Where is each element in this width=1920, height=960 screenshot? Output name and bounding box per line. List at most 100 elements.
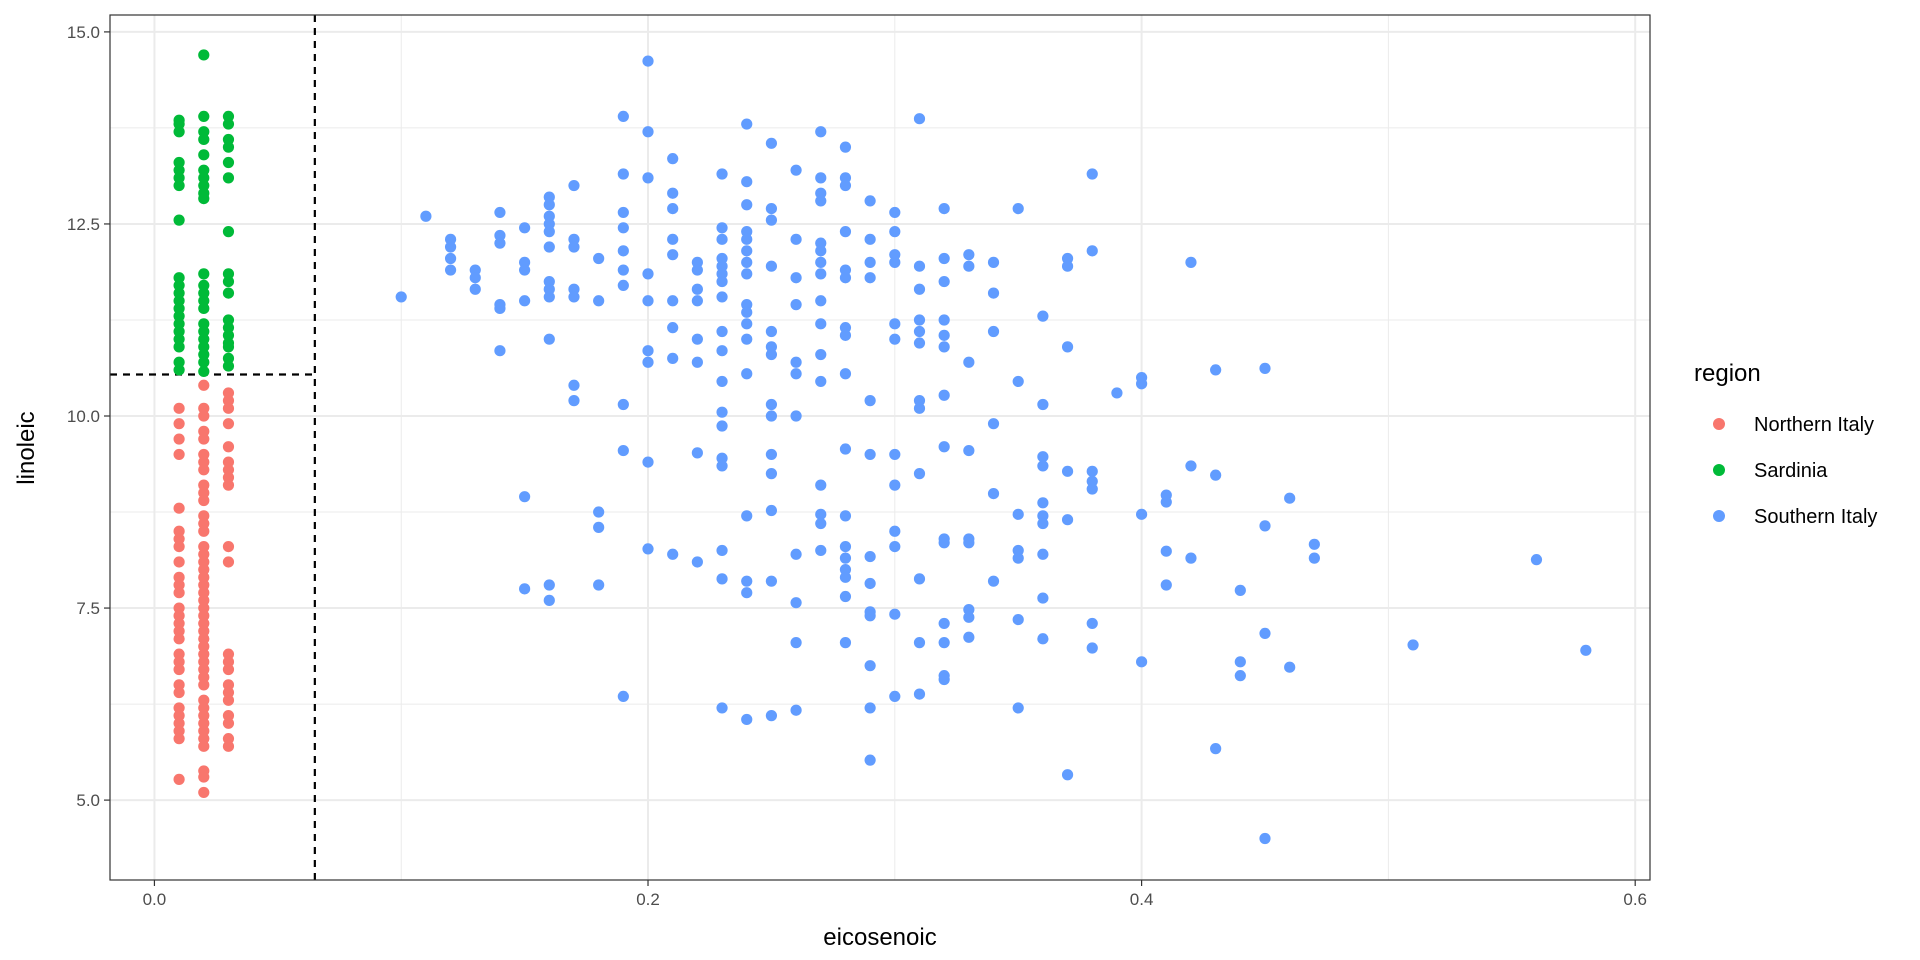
data-point-southern-italy xyxy=(691,264,703,276)
data-point-southern-italy xyxy=(765,348,778,361)
data-point-northern-italy xyxy=(173,525,185,537)
data-point-southern-italy xyxy=(543,226,555,238)
data-point-southern-italy xyxy=(691,295,703,307)
data-point-southern-italy xyxy=(839,564,852,576)
data-point-southern-italy xyxy=(790,637,802,649)
data-point-southern-italy xyxy=(864,448,876,461)
data-point-southern-italy xyxy=(1160,545,1172,557)
data-point-southern-italy xyxy=(519,222,531,234)
x-tick-label: 0.4 xyxy=(1130,890,1154,909)
reference-lines xyxy=(110,15,316,880)
data-point-southern-italy xyxy=(642,172,654,184)
data-point-southern-italy xyxy=(839,329,852,341)
data-point-sardinia xyxy=(173,179,185,192)
data-point-southern-italy xyxy=(963,603,975,616)
x-tick-label: 0.0 xyxy=(143,890,167,909)
x-axis-title: eicosenoic xyxy=(823,924,936,951)
data-point-southern-italy xyxy=(1210,743,1222,755)
data-point-southern-italy xyxy=(716,375,728,388)
data-point-southern-italy xyxy=(395,291,407,303)
data-point-northern-italy xyxy=(173,625,185,637)
data-point-sardinia xyxy=(198,179,210,192)
data-point-southern-italy xyxy=(1185,460,1197,472)
data-point-southern-italy xyxy=(1086,475,1098,487)
data-point-southern-italy xyxy=(543,333,555,345)
data-point-northern-italy xyxy=(173,710,185,722)
data-point-southern-italy xyxy=(1037,517,1049,530)
data-point-southern-italy xyxy=(617,444,629,457)
data-point-northern-italy xyxy=(198,464,210,476)
data-point-northern-italy xyxy=(198,786,210,799)
data-point-southern-italy xyxy=(913,260,926,272)
x-tick-label: 0.6 xyxy=(1623,890,1647,909)
data-point-southern-italy xyxy=(1061,260,1074,272)
data-point-southern-italy xyxy=(494,237,506,249)
data-point-northern-italy xyxy=(222,402,235,414)
data-point-southern-italy xyxy=(617,690,629,702)
data-point-northern-italy xyxy=(173,402,185,414)
data-point-northern-italy xyxy=(222,656,235,668)
data-point-northern-italy xyxy=(222,648,235,660)
data-point-southern-italy xyxy=(815,318,827,330)
data-point-southern-italy xyxy=(815,295,827,307)
data-point-southern-italy xyxy=(765,575,778,587)
data-point-northern-italy xyxy=(198,640,210,653)
data-point-southern-italy xyxy=(617,245,629,257)
data-point-southern-italy xyxy=(741,256,753,268)
data-point-southern-italy xyxy=(1061,341,1074,353)
data-point-sardinia xyxy=(222,172,235,184)
data-point-southern-italy xyxy=(839,172,852,184)
data-point-southern-italy xyxy=(1210,364,1222,376)
data-point-northern-italy xyxy=(173,556,185,568)
data-point-southern-italy xyxy=(839,141,852,153)
data-point-northern-italy xyxy=(173,579,185,591)
data-point-southern-italy xyxy=(593,252,605,265)
data-point-southern-italy xyxy=(1259,362,1271,374)
data-point-southern-italy xyxy=(1308,538,1320,550)
series-northern-italy xyxy=(173,379,235,799)
data-point-southern-italy xyxy=(691,256,703,268)
data-point-southern-italy xyxy=(1037,510,1049,522)
data-point-northern-italy xyxy=(198,517,210,530)
data-point-southern-italy xyxy=(938,389,950,401)
data-point-southern-italy xyxy=(815,268,827,280)
axes: 0.0 0.2 0.4 0.6 5.0 7.5 10.0 12.5 15.0 xyxy=(67,23,1647,909)
data-point-southern-italy xyxy=(617,110,629,123)
data-point-northern-italy xyxy=(198,594,210,606)
data-point-southern-italy xyxy=(1012,702,1024,714)
data-point-northern-italy xyxy=(173,448,185,461)
data-point-southern-italy xyxy=(1086,483,1098,495)
legend-key-sardinia xyxy=(1713,464,1725,476)
data-point-southern-italy xyxy=(617,398,629,411)
data-point-southern-italy xyxy=(1061,252,1074,265)
data-point-southern-italy xyxy=(963,249,975,261)
legend-key-northern-italy xyxy=(1713,418,1725,430)
data-point-southern-italy xyxy=(815,544,827,557)
data-point-sardinia xyxy=(222,287,235,299)
data-point-southern-italy xyxy=(741,233,753,245)
data-point-southern-italy xyxy=(667,153,679,165)
data-point-southern-italy xyxy=(1185,552,1197,564)
data-point-sardinia xyxy=(198,268,210,280)
data-point-southern-italy xyxy=(716,168,728,180)
data-point-sardinia xyxy=(222,141,235,153)
data-point-southern-italy xyxy=(839,637,852,649)
data-point-southern-italy xyxy=(519,583,531,595)
data-point-northern-italy xyxy=(198,733,210,745)
data-point-sardinia xyxy=(222,133,235,146)
data-point-southern-italy xyxy=(1234,670,1246,682)
data-point-southern-italy xyxy=(815,195,827,207)
data-point-sardinia xyxy=(173,164,185,176)
data-point-southern-italy xyxy=(839,226,852,238)
data-point-northern-italy xyxy=(173,633,185,645)
data-point-northern-italy xyxy=(173,502,185,514)
data-point-southern-italy xyxy=(790,368,802,380)
data-point-southern-italy xyxy=(741,268,753,280)
data-point-southern-italy xyxy=(889,226,901,238)
data-point-southern-italy xyxy=(938,252,950,265)
data-point-sardinia xyxy=(173,310,185,322)
data-point-southern-italy xyxy=(765,448,778,461)
data-point-southern-italy xyxy=(765,410,778,422)
data-point-southern-italy xyxy=(444,264,457,276)
